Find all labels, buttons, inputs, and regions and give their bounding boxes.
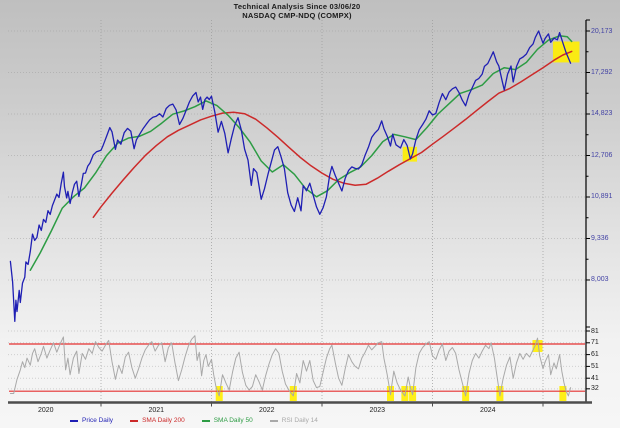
price-line [9, 30, 572, 323]
legend-swatch [269, 419, 278, 422]
price-axis-tick-label: 9,336 [591, 234, 609, 242]
rsi-axis-tick-label: 51 [591, 362, 599, 370]
rsi-line [9, 335, 572, 397]
legend-label: Price Daily [82, 417, 114, 424]
sma50-line [29, 35, 573, 271]
price-axis-tick-label: 20,173 [591, 27, 613, 35]
year-label: 2021 [148, 407, 165, 414]
legend-item: RSI Daily 14 [269, 417, 318, 424]
legend-label: SMA Daily 50 [213, 417, 253, 424]
year-label: 2024 [479, 407, 496, 414]
price-axis-tick-label: 17,292 [591, 68, 613, 76]
rsi-axis-tick-label: 81 [591, 327, 599, 335]
rsi-axis-tick-label: 41 [591, 374, 599, 382]
rsi-highlight-box [559, 386, 567, 401]
rsi-axis-tick-label: 32 [591, 385, 599, 393]
legend-label: SMA Daily 200 [142, 417, 185, 424]
legend-swatch [130, 419, 139, 422]
legend-swatch [70, 419, 78, 422]
legend-swatch [201, 419, 210, 422]
chart-legend: Price Daily SMA Daily 200 SMA Daily 50 RSI … [70, 417, 318, 424]
price-axis-tick-label: 14,823 [591, 110, 613, 118]
legend-item: SMA Daily 50 [201, 417, 253, 424]
sma200-line [92, 50, 573, 219]
price-axis-tick-label: 12,706 [591, 151, 613, 159]
page-title: Technical Analysis Since 03/06/20 [233, 2, 361, 11]
price-axis-tick-label: 8,003 [591, 276, 609, 284]
price-axis-tick-label: 10,891 [591, 193, 613, 201]
rsi-highlight-box [532, 340, 543, 352]
year-label: 2023 [369, 407, 386, 414]
year-label: 2020 [37, 407, 54, 414]
legend-item: Price Daily [70, 417, 113, 424]
legend-label: RSI Daily 14 [281, 417, 318, 424]
chart-header: Technical Analysis Since 03/06/20 NASDAQ… [0, 2, 594, 20]
year-label: 2022 [258, 407, 275, 414]
rsi-axis-tick-label: 71 [591, 339, 599, 347]
rsi-axis-tick-label: 61 [591, 351, 599, 359]
legend-item: SMA Daily 200 [130, 417, 185, 424]
page-subtitle: NASDAQ CMP-NDQ (COMPX) [242, 11, 352, 20]
